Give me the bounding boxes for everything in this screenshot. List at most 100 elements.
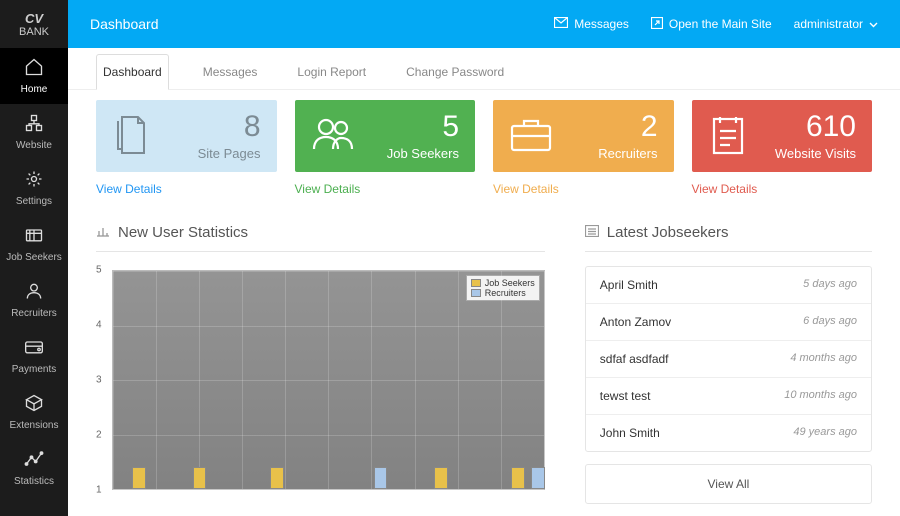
view-details-visits[interactable]: View Details xyxy=(692,182,758,196)
card-label: Recruiters xyxy=(553,146,658,161)
jobseekers-title-row: Latest Jobseekers xyxy=(585,224,872,252)
vgridline xyxy=(415,271,416,489)
vgridline xyxy=(371,271,372,489)
nav-item-settings[interactable]: Settings xyxy=(0,160,68,216)
jobseeker-row[interactable]: sdfaf asdfadf 4 months ago xyxy=(586,341,871,378)
nav-label: Extensions xyxy=(10,420,59,431)
vgridline xyxy=(285,271,286,489)
nav-label: Statistics xyxy=(14,476,54,487)
chart-title: New User Statistics xyxy=(118,224,248,241)
ytick: 3 xyxy=(96,375,102,386)
nav-item-statistics[interactable]: Statistics xyxy=(0,440,68,496)
jobseeker-time: 6 days ago xyxy=(803,315,857,329)
card-visits: 610 Website Visits xyxy=(692,100,873,172)
jobseeker-name: tewst test xyxy=(600,389,651,403)
nav-label: Website xyxy=(16,140,52,151)
vgridline xyxy=(199,271,200,489)
jobseeker-name: Anton Zamov xyxy=(600,315,671,329)
payments-icon xyxy=(24,337,44,360)
chart-bar xyxy=(511,467,525,489)
chart-bar xyxy=(193,467,207,489)
chart-bar xyxy=(374,467,388,489)
jobseeker-name: April Smith xyxy=(600,278,658,292)
vgridline xyxy=(328,271,329,489)
jobseekers-list: April Smith 5 days ago Anton Zamov 6 days a… xyxy=(585,266,872,452)
tabs: Dashboard Messages Login Report Change Pass… xyxy=(68,48,900,90)
chart-title-row: New User Statistics xyxy=(96,224,545,252)
vgridline xyxy=(113,271,114,489)
nav-label: Payments xyxy=(12,364,56,375)
page-title: Dashboard xyxy=(90,16,159,32)
chevron-down-icon xyxy=(869,17,878,31)
card-label: Site Pages xyxy=(150,146,261,161)
logo-bottom: BANK xyxy=(19,26,49,38)
tab-login-report[interactable]: Login Report xyxy=(291,55,372,89)
card-recruiters: 2 Recruiters xyxy=(493,100,674,172)
card-sitepages: 8 Site Pages xyxy=(96,100,277,172)
vgridline xyxy=(544,271,545,489)
nav-item-extensions[interactable]: Extensions xyxy=(0,384,68,440)
topbar-user-menu[interactable]: administrator xyxy=(794,17,878,31)
home-icon xyxy=(24,57,44,80)
chart-bar xyxy=(132,467,146,489)
tab-change-password[interactable]: Change Password xyxy=(400,55,510,89)
job-seekers-icon xyxy=(24,225,44,248)
mail-icon xyxy=(554,17,568,31)
card-value: 2 xyxy=(553,112,658,142)
nav-label: Recruiters xyxy=(11,308,57,319)
legend-swatch xyxy=(471,289,481,297)
card-label: Website Visits xyxy=(748,146,857,161)
jobseeker-row[interactable]: John Smith49 years ago xyxy=(586,415,871,451)
vgridline xyxy=(156,271,157,489)
view-details-jobseekers[interactable]: View Details xyxy=(295,182,361,196)
legend-item: Recruiters xyxy=(471,288,535,298)
ytick: 2 xyxy=(96,430,102,441)
view-details-sitepages[interactable]: View Details xyxy=(96,182,162,196)
view-all-button[interactable]: View All xyxy=(585,464,872,504)
nav-label: Settings xyxy=(16,196,52,207)
nav-item-payments[interactable]: Payments xyxy=(0,328,68,384)
jobseeker-time: 5 days ago xyxy=(803,278,857,292)
content: 8 Site Pages View Details 5 Job Seekers … xyxy=(68,90,900,516)
chart-bar xyxy=(270,467,284,489)
jobseeker-time: 49 years ago xyxy=(793,426,857,440)
card-value: 610 xyxy=(748,112,857,142)
topbar: Dashboard Messages Open the Main Site ad… xyxy=(68,0,900,48)
view-details-recruiters[interactable]: View Details xyxy=(493,182,559,196)
jobseeker-row[interactable]: April Smith 5 days ago xyxy=(586,267,871,304)
card-value: 5 xyxy=(355,112,460,142)
tab-messages[interactable]: Messages xyxy=(197,55,264,89)
ytick: 5 xyxy=(96,265,102,276)
jobseeker-row[interactable]: tewst test10 months ago xyxy=(586,378,871,415)
jobseeker-time: 4 months ago xyxy=(790,352,857,366)
chart-bar xyxy=(531,467,545,489)
jobseeker-name: sdfaf asdfadf xyxy=(600,352,669,366)
nav-item-home[interactable]: Home xyxy=(0,48,68,104)
jobseeker-row[interactable]: Anton Zamov 6 days ago xyxy=(586,304,871,341)
vgridline xyxy=(501,271,502,489)
topbar-messages[interactable]: Messages xyxy=(554,17,629,31)
vgridline xyxy=(242,271,243,489)
nav-item-recruiters[interactable]: Recruiters xyxy=(0,272,68,328)
nav-item-job-seekers[interactable]: Job Seekers xyxy=(0,216,68,272)
nav-item-website[interactable]: Website xyxy=(0,104,68,160)
logo: CV BANK xyxy=(0,0,68,48)
visits-icon xyxy=(708,113,748,160)
jobseekers-icon xyxy=(311,115,355,158)
topbar-open-site[interactable]: Open the Main Site xyxy=(651,17,772,32)
sitepages-icon xyxy=(112,113,150,160)
nav-label: Job Seekers xyxy=(6,252,62,263)
card-value: 8 xyxy=(150,112,261,142)
legend-label: Recruiters xyxy=(485,288,526,298)
settings-icon xyxy=(24,169,44,192)
tab-dashboard[interactable]: Dashboard xyxy=(96,54,169,90)
list-icon xyxy=(585,224,599,241)
bar-chart-icon xyxy=(96,224,110,241)
chart-legend: Job SeekersRecruiters xyxy=(466,275,540,301)
sidebar: CV BANK Home Website Settings Job Seekers Re… xyxy=(0,0,68,516)
ytick: 4 xyxy=(96,320,102,331)
card-label: Job Seekers xyxy=(355,146,460,161)
chart-bar xyxy=(434,467,448,489)
nav-label: Home xyxy=(21,84,48,95)
vgridline xyxy=(458,271,459,489)
